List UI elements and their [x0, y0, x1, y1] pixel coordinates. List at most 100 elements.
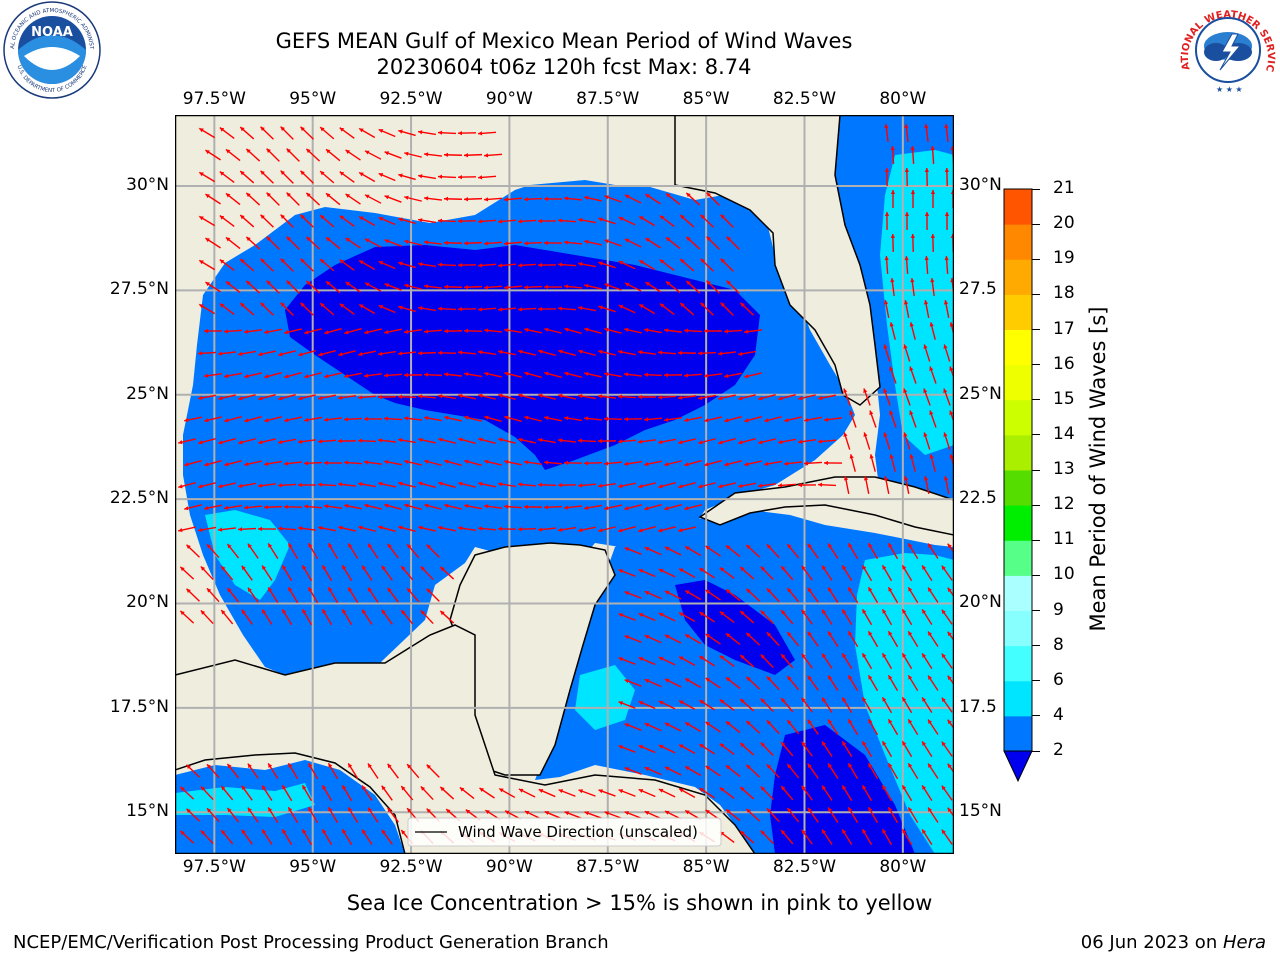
wind-wave-arrow	[241, 609, 253, 625]
wind-wave-arrow	[881, 652, 893, 670]
wind-wave-arrow	[398, 129, 416, 137]
wind-wave-arrow	[909, 410, 917, 428]
wind-wave-arrow	[700, 214, 714, 228]
wind-wave-arrow	[861, 828, 873, 846]
wind-wave-arrow	[658, 744, 676, 754]
wind-wave-arrow	[624, 327, 642, 334]
wind-wave-arrow	[705, 633, 721, 645]
wind-wave-arrow	[941, 565, 953, 581]
wind-wave-arrow	[664, 678, 682, 688]
wind-wave-arrow	[307, 762, 319, 780]
wind-wave-arrow	[801, 609, 813, 625]
wind-wave-arrow	[304, 328, 322, 335]
left-lat-tick: 25°N	[126, 383, 169, 404]
wind-wave-arrow	[578, 393, 596, 400]
wind-wave-arrow	[719, 655, 735, 667]
wind-wave-arrow	[377, 438, 397, 443]
footer-right: 06 Jun 2023 on Hera	[1081, 932, 1266, 953]
wind-wave-arrow	[517, 527, 537, 532]
colorbar-segment	[1004, 680, 1032, 717]
wind-wave-arrow	[206, 807, 220, 823]
wind-wave-arrow	[904, 167, 910, 187]
wind-wave-arrow	[361, 829, 373, 845]
wind-wave-arrow	[263, 505, 283, 510]
colorbar-tick-mark	[1032, 750, 1040, 752]
wind-wave-arrow	[786, 587, 800, 603]
wind-wave-arrow	[258, 350, 276, 357]
wind-wave-arrow	[483, 197, 503, 202]
bottom-lon-tick: 85°W	[682, 857, 730, 877]
wind-wave-arrow	[766, 807, 780, 823]
colorbar-segment	[1004, 189, 1032, 225]
wind-wave-arrow	[477, 175, 497, 180]
wind-wave-arrow	[339, 127, 355, 139]
noaa-logo-text: NOAA	[31, 25, 73, 40]
wind-wave-arrow	[577, 438, 597, 443]
wind-wave-arrow	[861, 740, 873, 758]
wind-wave-arrow	[300, 302, 314, 316]
wind-wave-arrow	[260, 126, 274, 140]
wind-wave-arrow	[901, 696, 913, 714]
left-lat-tick: 30°N	[126, 174, 169, 195]
footer-left: NCEP/EMC/Verification Post Processing Pr…	[13, 932, 609, 953]
wind-wave-arrow	[458, 393, 476, 400]
wind-wave-arrow	[497, 263, 517, 268]
wind-wave-arrow	[618, 745, 636, 753]
wind-wave-arrow	[760, 742, 774, 756]
wind-wave-arrow	[284, 371, 302, 379]
wind-wave-arrow	[807, 807, 819, 823]
wind-wave-arrow	[347, 762, 359, 780]
wind-wave-arrow	[426, 764, 440, 778]
wind-wave-arrow	[301, 828, 313, 846]
colorbar-tick-mark	[1032, 469, 1040, 471]
wind-wave-arrow	[665, 280, 681, 294]
wind-wave-arrow	[423, 372, 443, 377]
wind-wave-arrow	[786, 675, 800, 691]
wind-wave-arrow	[404, 283, 422, 290]
wind-wave-arrow	[841, 564, 853, 582]
wind-wave-arrow	[664, 634, 682, 644]
wind-wave-arrow	[301, 564, 313, 582]
wind-wave-arrow	[524, 371, 542, 378]
wind-wave-arrow	[477, 350, 497, 356]
wind-wave-arrow	[758, 394, 776, 401]
wind-wave-arrow	[323, 504, 343, 510]
wind-wave-arrow	[439, 786, 455, 800]
colorbar-tick-label: 13	[1053, 459, 1075, 479]
wind-wave-arrow	[260, 302, 274, 316]
wind-wave-arrow	[186, 764, 200, 778]
wind-wave-arrow	[557, 482, 577, 488]
wind-wave-arrow	[244, 415, 262, 423]
svg-text:★ ★ ★: ★ ★ ★	[1216, 85, 1243, 94]
wind-wave-arrow	[944, 211, 950, 231]
wind-wave-arrow	[543, 284, 563, 290]
wind-wave-arrow	[319, 214, 335, 228]
wind-wave-arrow	[909, 366, 917, 384]
wind-wave-arrow	[398, 481, 416, 488]
wind-wave-arrow	[378, 525, 396, 533]
wind-wave-arrow	[618, 216, 636, 226]
wind-wave-arrow	[205, 149, 221, 161]
wind-wave-arrow	[644, 678, 662, 688]
wind-wave-arrow	[863, 432, 871, 450]
wind-wave-arrow	[377, 394, 397, 400]
wind-wave-arrow	[718, 482, 736, 489]
wind-wave-arrow	[184, 460, 202, 467]
wind-wave-arrow	[659, 303, 675, 315]
right-lat-tick: 20°N	[959, 592, 1002, 613]
wind-wave-arrow	[698, 394, 716, 401]
wind-wave-arrow	[890, 189, 896, 209]
wind-wave-arrow	[921, 785, 933, 801]
wind-wave-arrow	[638, 700, 656, 710]
wind-wave-arrow	[663, 416, 683, 422]
wind-wave-arrow	[378, 172, 396, 182]
wind-wave-arrow	[398, 261, 416, 269]
wind-wave-arrow	[341, 608, 353, 626]
wind-wave-arrow	[198, 482, 216, 489]
wind-wave-arrow	[758, 438, 776, 445]
chart-title: GEFS MEAN Gulf of Mexico Mean Period of …	[275, 29, 853, 53]
wind-wave-arrow	[944, 167, 950, 187]
wind-wave-arrow	[578, 789, 596, 797]
wind-wave-arrow	[443, 196, 463, 202]
wind-wave-arrow	[378, 128, 396, 138]
